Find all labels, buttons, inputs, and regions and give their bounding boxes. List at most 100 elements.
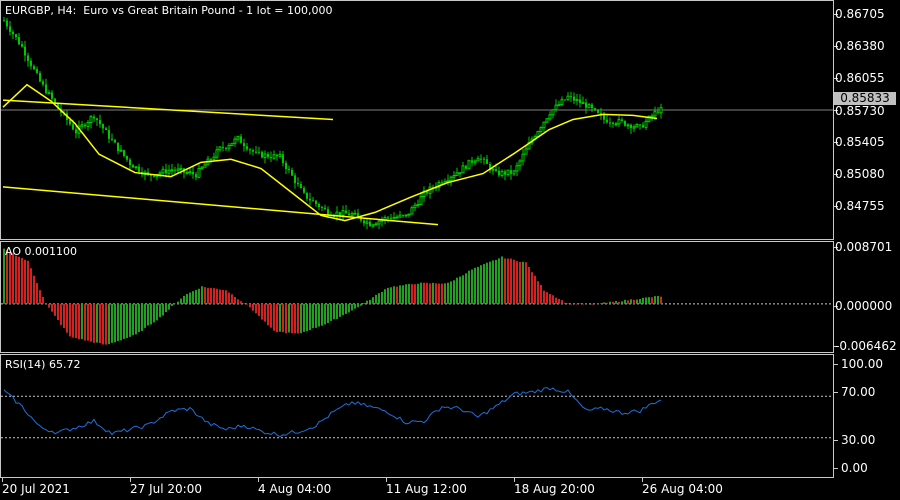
rsi-axis-label: 100.00 <box>841 357 883 371</box>
price-candle <box>419 191 423 205</box>
candle-body <box>200 166 204 169</box>
price-candle <box>489 161 491 174</box>
price-candle <box>114 138 116 143</box>
candle-body <box>30 60 32 67</box>
candle-body <box>606 119 608 123</box>
trend-line <box>2 99 334 121</box>
rsi-axis-label: 70.00 <box>841 385 876 399</box>
price-candle <box>108 125 110 144</box>
price-candle <box>518 159 522 171</box>
price-candle <box>500 169 504 178</box>
rsi-indicator-pane[interactable]: RSI(14) 65.72 <box>0 354 834 478</box>
price-candle <box>609 117 611 127</box>
price-candle <box>165 163 167 178</box>
candle-body <box>510 170 512 174</box>
price-candle <box>129 157 131 170</box>
candle-body <box>365 221 369 224</box>
price-chart-canvas[interactable] <box>1 1 834 240</box>
price-candle <box>321 205 323 212</box>
candle-body <box>624 120 626 126</box>
price-candle <box>455 167 459 177</box>
ao-axis-tick <box>834 306 838 307</box>
candle-body <box>114 139 116 143</box>
price-candle <box>554 99 558 113</box>
candle-body <box>267 153 269 158</box>
rsi-line-canvas[interactable] <box>1 355 834 478</box>
candle-body <box>545 118 549 123</box>
candle-body <box>491 168 495 171</box>
price-candle <box>243 138 245 152</box>
candle-body <box>57 102 59 109</box>
price-candle <box>303 185 305 195</box>
candle-body <box>455 172 459 177</box>
rsi-axis[interactable]: 100.00 70.00 30.00 0.00 <box>834 354 900 478</box>
price-axis[interactable]: 0.86705 0.86380 0.86055 0.85730 0.85405 … <box>834 0 900 240</box>
candle-body <box>551 109 555 116</box>
candle-body <box>9 26 11 32</box>
candle-body <box>452 175 456 178</box>
candle-body <box>642 124 644 128</box>
price-candle <box>263 150 267 164</box>
price-candle <box>300 181 302 189</box>
candle-body <box>594 108 596 110</box>
price-candle <box>635 123 639 128</box>
rsi-line <box>3 387 662 438</box>
candle-body <box>500 170 504 176</box>
price-chart-pane[interactable]: EURGBP, H4: Euro vs Great Britain Pound … <box>0 0 834 240</box>
price-candle <box>84 122 86 129</box>
price-candle <box>612 121 614 128</box>
price-candle <box>312 197 314 202</box>
rsi-axis-tick <box>834 468 838 469</box>
candle-body <box>263 153 267 158</box>
price-candle <box>617 116 621 127</box>
candle-body <box>138 166 140 172</box>
price-candle <box>603 111 605 124</box>
price-candle <box>161 166 165 176</box>
candle-body <box>587 104 591 109</box>
price-candle <box>47 89 51 95</box>
price-candle <box>276 153 278 161</box>
price-candle <box>504 169 506 181</box>
price-candle <box>422 186 426 203</box>
candle-body <box>132 165 134 168</box>
price-candle <box>575 93 579 106</box>
candle-body <box>51 92 53 99</box>
price-candle <box>515 162 519 176</box>
candle-body <box>498 170 500 176</box>
candle-body <box>489 163 491 171</box>
candle-body <box>315 200 317 204</box>
price-candle <box>240 134 242 144</box>
price-candle <box>357 208 359 217</box>
candle-body <box>392 216 396 220</box>
candle-body <box>222 147 224 149</box>
candle-body <box>255 151 257 153</box>
time-axis[interactable]: 20 Jul 2021 27 Jul 20:00 4 Aug 04:00 11 … <box>0 478 900 500</box>
candle-body <box>105 128 107 130</box>
price-candle <box>452 171 456 182</box>
price-axis-label: 0.85080 <box>835 167 885 181</box>
candle-body <box>410 207 414 215</box>
candle-body <box>102 124 104 129</box>
candle-body <box>341 210 345 216</box>
ao-indicator-pane[interactable]: AO 0.001100 <box>0 241 834 353</box>
ao-histogram-canvas[interactable] <box>1 242 834 353</box>
candle-body <box>261 151 263 158</box>
price-candle <box>449 175 453 187</box>
price-candle <box>89 115 93 129</box>
candle-body <box>348 213 350 216</box>
price-candle <box>521 149 525 166</box>
candle-body <box>80 124 84 127</box>
candle-body <box>288 169 290 171</box>
price-candle <box>102 123 104 134</box>
ao-axis[interactable]: 0.008701 0.000000 -0.006462 <box>834 241 900 353</box>
price-candle <box>621 117 623 123</box>
price-candle <box>200 166 204 170</box>
price-candle <box>639 123 641 130</box>
price-candle <box>591 102 593 113</box>
price-candle <box>512 169 516 176</box>
candle-body <box>3 20 5 22</box>
price-candle <box>353 209 357 215</box>
price-candle <box>542 121 546 132</box>
price-candle <box>192 166 194 179</box>
